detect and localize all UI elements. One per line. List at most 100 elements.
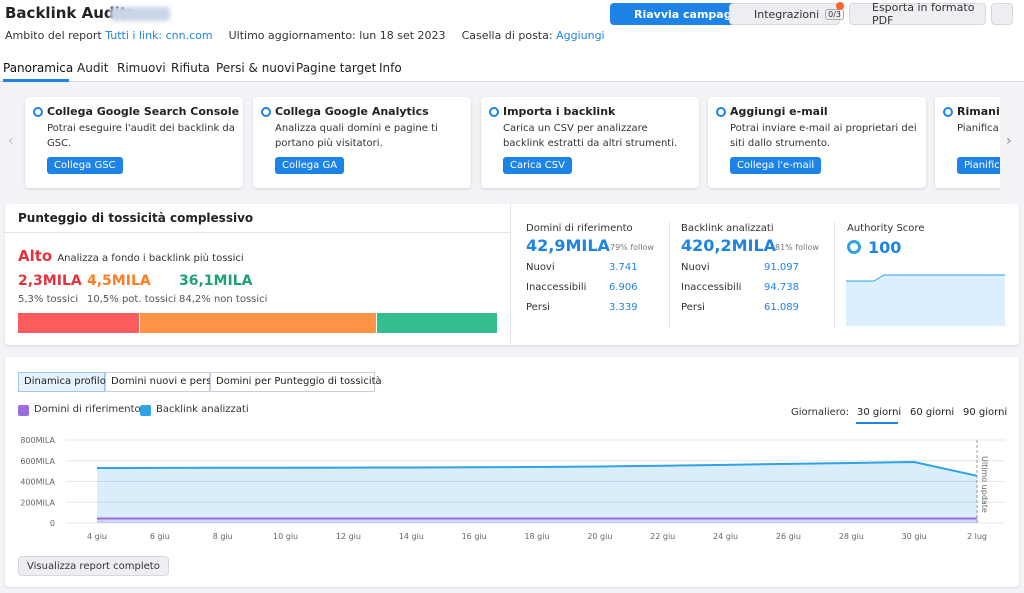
metric-title: Backlink analizzati	[681, 223, 774, 234]
period-indicator	[856, 422, 898, 424]
legend-label: Domini di riferimento	[34, 404, 141, 415]
metric-row-label: Persi	[526, 302, 550, 313]
x-tick-label: 8 giu	[213, 532, 233, 541]
divider	[510, 204, 511, 345]
metric-value: 420,2MILA	[681, 236, 776, 255]
toxicity-value: 36,1MILA	[179, 273, 252, 289]
card-button[interactable]: Collega GA	[275, 157, 344, 174]
card-title: Aggiungi e-mail	[730, 105, 918, 118]
metric-row-value[interactable]: 91.097	[764, 262, 799, 273]
metric-row-label: Inaccessibili	[526, 282, 586, 293]
metric-row-value[interactable]: 61.089	[764, 302, 799, 313]
x-tick-label: 18 giu	[524, 532, 549, 541]
x-tick-label: 24 giu	[713, 532, 738, 541]
safe-segment	[377, 313, 497, 333]
metric-title: Domini di riferimento	[526, 223, 633, 234]
authority-title: Authority Score	[847, 223, 924, 234]
card-icon	[261, 107, 271, 117]
authority-ring	[847, 240, 861, 254]
card-button[interactable]: Carica CSV	[503, 157, 572, 174]
toxicity-share: 5,3% tossici	[18, 294, 78, 305]
x-tick-label: 16 giu	[462, 532, 487, 541]
authority-value: 100	[868, 238, 901, 257]
x-tick-label: 2 lug	[967, 532, 987, 541]
metric-row-label: Nuovi	[526, 262, 555, 273]
carousel-left[interactable]: ‹	[8, 133, 14, 149]
period-option[interactable]: 30 giorni	[857, 407, 901, 418]
x-tick-label: 12 giu	[336, 532, 361, 541]
divider	[669, 222, 670, 328]
toxicity-title: Punteggio di tossicità complessivo	[18, 211, 253, 225]
annotation: Ultimo update	[980, 456, 989, 513]
x-tick-label: 4 giu	[87, 532, 107, 541]
toxicity-share: 84,2% non tossici	[179, 294, 267, 305]
y-tick-label: 800MILA	[20, 436, 55, 445]
y-tick-label: 200MILA	[20, 498, 55, 507]
card-icon	[716, 107, 726, 117]
card-icon	[943, 107, 953, 117]
toxicity-share: 10,5% pot. tossici	[87, 294, 176, 305]
toxic-segment	[18, 313, 139, 333]
full-report-button[interactable]: Visualizza report completo	[18, 556, 169, 576]
x-tick-label: 10 giu	[273, 532, 298, 541]
toxicity-value: 2,3MILA	[18, 273, 82, 289]
legend-checkbox[interactable]	[18, 405, 29, 416]
period-option[interactable]: 90 giorni	[963, 407, 1007, 418]
card-button[interactable]: Collega GSC	[47, 157, 123, 174]
period-label: Giornaliero:	[791, 407, 849, 418]
card-button[interactable]: Pianifica	[957, 157, 1000, 174]
legend-label: Backlink analizzati	[156, 404, 249, 415]
cards-row: Collega Google Search Console Potrai eseg…	[0, 0, 1000, 200]
card-button[interactable]: Collega l'e-mail	[730, 157, 821, 174]
card: Importa i backlink Carica un CSV per anal…	[481, 97, 699, 188]
metric-row-value[interactable]: 94.738	[764, 282, 799, 293]
card-description: Carica un CSV per analizzare backlink es…	[503, 121, 691, 151]
card-title: Collega Google Search Console	[47, 105, 235, 118]
x-tick-label: 30 giu	[902, 532, 927, 541]
x-tick-label: 26 giu	[776, 532, 801, 541]
carousel-right[interactable]: ›	[1006, 133, 1012, 149]
metric-follow: 79% follow	[610, 243, 654, 252]
card: Rimani agPianifica l notifichePianifica	[935, 97, 1000, 188]
x-tick-label: 6 giu	[150, 532, 170, 541]
x-tick-label: 20 giu	[587, 532, 612, 541]
series-area	[97, 462, 977, 523]
card-description: Analizza quali domini e pagine ti portan…	[275, 121, 463, 151]
card-title: Importa i backlink	[503, 105, 691, 118]
metric-row-value[interactable]: 3.339	[609, 302, 638, 313]
view-tab[interactable]: Dinamica profilo	[18, 372, 105, 392]
card: Collega Google Search Console Potrai eseg…	[25, 97, 243, 188]
metric-follow: 81% follow	[775, 243, 819, 252]
chart: 0 200MILA 400MILA 600MILA 800MILA 4 giu 6 giu 8…	[0, 430, 1024, 548]
view-tab[interactable]: Domini nuovi e persi	[105, 372, 210, 392]
x-tick-label: 28 giu	[839, 532, 864, 541]
toxicity-level: Alto	[18, 247, 52, 265]
metric-value: 42,9MILA	[526, 236, 610, 255]
metric-row-value[interactable]: 3.741	[609, 262, 638, 273]
divider	[834, 222, 835, 328]
period-option[interactable]: 60 giorni	[910, 407, 954, 418]
metric-row-label: Persi	[681, 302, 705, 313]
metric-row-label: Inaccessibili	[681, 282, 741, 293]
metric-row-label: Nuovi	[681, 262, 710, 273]
x-tick-label: 22 giu	[650, 532, 675, 541]
card: Aggiungi e-mailPotrai inviare e-mail ai …	[708, 97, 926, 188]
view-tab[interactable]: Domini per Punteggio di tossicità	[210, 372, 375, 392]
toxicity-value: 4,5MILA	[87, 273, 151, 289]
divider	[5, 232, 510, 233]
y-tick-label: 600MILA	[20, 457, 55, 466]
card-description: Potrai eseguire l'audit dei backlink da …	[47, 121, 235, 151]
potential-segment	[140, 313, 376, 333]
x-tick-label: 14 giu	[399, 532, 424, 541]
card-icon	[489, 107, 499, 117]
legend-checkbox[interactable]	[140, 405, 151, 416]
authority-sparkline	[846, 270, 1005, 326]
card-description: Pianifica l notifiche	[957, 121, 1000, 151]
toxicity-level-row: Alto Analizza a fondo i backlink più tos…	[18, 246, 244, 265]
toxicity-desc: Analizza a fondo i backlink più tossici	[57, 253, 243, 264]
y-tick-label: 0	[50, 519, 55, 528]
card-icon	[33, 107, 43, 117]
y-tick-label: 400MILA	[20, 478, 55, 487]
metric-row-value[interactable]: 6.906	[609, 282, 638, 293]
